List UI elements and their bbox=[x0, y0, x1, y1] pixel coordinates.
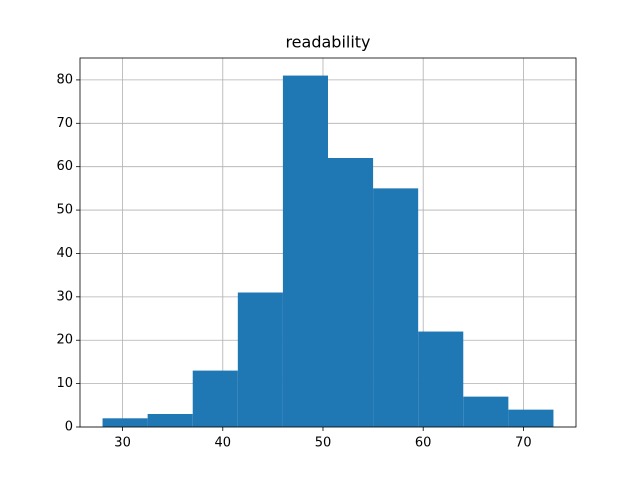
x-tick-label: 40 bbox=[215, 436, 232, 451]
bar bbox=[508, 409, 554, 427]
bar bbox=[282, 75, 328, 428]
bar bbox=[418, 331, 464, 427]
x-tick-label: 50 bbox=[315, 436, 332, 451]
bar bbox=[328, 158, 374, 427]
bar bbox=[237, 292, 283, 427]
x-tick-label: 70 bbox=[515, 436, 532, 451]
bar bbox=[147, 413, 193, 427]
y-tick-label: 20 bbox=[56, 333, 73, 348]
y-tick-label: 0 bbox=[65, 420, 73, 435]
chart-title: readability bbox=[285, 33, 370, 52]
x-tick-label: 60 bbox=[415, 436, 432, 451]
x-tick-label: 30 bbox=[114, 436, 131, 451]
y-tick-label: 10 bbox=[56, 376, 73, 391]
bar bbox=[373, 188, 419, 427]
y-tick-label: 80 bbox=[56, 72, 73, 87]
y-tick-label: 40 bbox=[56, 246, 73, 261]
bar bbox=[192, 370, 238, 427]
y-tick-label: 60 bbox=[56, 159, 73, 174]
plot-frame bbox=[79, 57, 577, 428]
y-tick-label: 70 bbox=[56, 116, 73, 131]
bar bbox=[102, 418, 148, 427]
y-tick-label: 50 bbox=[56, 203, 73, 218]
y-tick-label: 30 bbox=[56, 289, 73, 304]
bar bbox=[463, 396, 509, 427]
